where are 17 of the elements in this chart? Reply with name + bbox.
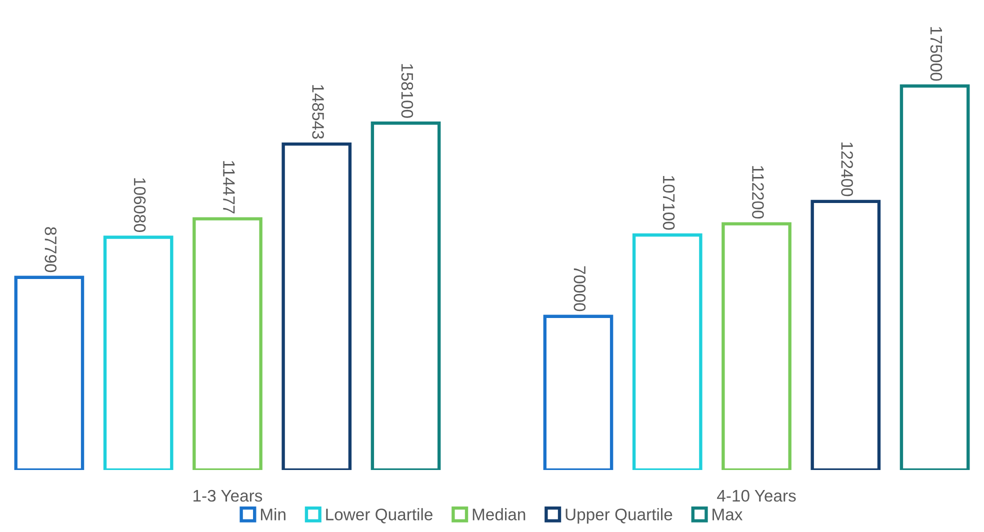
data-label: 158100 bbox=[401, 64, 414, 118]
data-label: 148543 bbox=[312, 85, 324, 139]
legend-label: Min bbox=[260, 508, 286, 520]
x-tick-label: 4-10 Years bbox=[717, 490, 796, 502]
data-label: 107100 bbox=[662, 176, 675, 230]
data-label: 122400 bbox=[841, 142, 853, 196]
legend-label: Upper Quartile bbox=[566, 508, 672, 524]
legend-label: Median bbox=[472, 508, 526, 520]
data-label: 70000 bbox=[574, 266, 586, 312]
data-label: 175000 bbox=[930, 27, 942, 81]
data-label: 114477 bbox=[223, 161, 235, 214]
x-tick-label: 1-3 Years bbox=[194, 490, 262, 502]
data-label: 106080 bbox=[134, 178, 146, 232]
data-label: 87790 bbox=[44, 227, 57, 272]
data-label: 112200 bbox=[752, 166, 764, 219]
legend-label: Max bbox=[712, 508, 743, 520]
legend-label: Lower Quartile bbox=[326, 508, 432, 524]
